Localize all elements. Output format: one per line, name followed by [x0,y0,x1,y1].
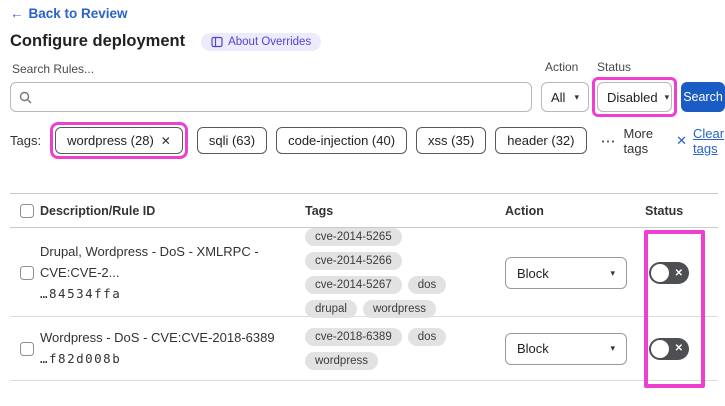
search-rules-input[interactable] [38,89,523,105]
tag-chip: wordpress [362,300,437,318]
more-tags-label: More tags [623,125,654,156]
search-rules-label: Search Rules... [12,62,95,76]
toggle-x-icon: ✕ [674,343,683,354]
status-toggle-off[interactable]: ✕ [649,337,689,360]
tag-chip: cve-2014-5267 [305,276,402,294]
table-row: Drupal, Wordpress - DoS - XMLRPC - CVE:C… [10,228,718,318]
status-toggle-off[interactable]: ✕ [649,262,689,284]
tag-chip: wordpress [305,351,379,370]
search-icon [19,91,32,103]
page-header: Configure deployment About Overrides [10,32,322,51]
clear-tags-button[interactable]: ✕ Clear tags [676,126,724,156]
rule-tags: cve-2014-5265 cve-2014-5266 cve-2014-526… [305,228,505,318]
book-panel-icon [211,36,223,47]
tag-pill-label: header (32) [507,133,575,148]
action-dropdown[interactable]: Block ▾ [505,332,627,365]
status-filter-dropdown[interactable]: Disabled ▾ [597,82,672,112]
chevron-down-icon: ▾ [664,91,670,102]
back-to-review-link[interactable]: ← Back to Review [10,6,128,21]
chevron-down-icon: ▾ [610,267,615,278]
column-header-tags: Tags [305,203,334,218]
tag-pill-header[interactable]: header (32) [495,127,587,154]
tag-pill-wordpress[interactable]: wordpress (28) ✕ [55,127,183,154]
tag-pill-sqli[interactable]: sqli (63) [196,127,268,154]
remove-tag-icon[interactable]: ✕ [160,133,171,148]
column-header-description: Description/Rule ID [40,203,156,218]
tag-pill-label: code-injection (40) [288,133,396,148]
badge-label: About Overrides [228,35,312,48]
table-header-row: Description/Rule ID Tags Action Status [10,193,718,228]
action-value: Block [517,341,549,356]
tags-filter-bar: Tags: wordpress (28) ✕ sqli (63) code-in… [10,122,724,159]
action-filter-label: Action [545,60,579,74]
tag-chip: dos [407,276,447,294]
back-link-label: Back to Review [28,6,128,21]
rule-description: Wordpress - DoS - CVE:CVE-2018-6389 [40,330,275,345]
row-checkbox[interactable] [20,341,34,356]
rule-tags: cve-2018-6389 dos wordpress [305,327,505,370]
table-row: Wordpress - DoS - CVE:CVE-2018-6389 …f82… [10,317,718,381]
clear-tags-label: Clear tags [693,125,725,156]
action-filter-value: All [551,89,566,105]
chevron-down-icon: ▾ [610,343,615,353]
tags-label: Tags: [10,133,42,148]
tag-pill-label: sqli (63) [208,133,256,148]
back-arrow-icon: ← [10,6,24,21]
page-title: Configure deployment [10,32,186,50]
column-header-status: Status [645,203,684,218]
search-input-container [10,82,532,112]
tag-chip: cve-2014-5266 [305,252,402,270]
column-header-action: Action [505,203,544,218]
tag-chip: dos [407,327,447,346]
status-filter-label: Status [597,60,632,74]
row-checkbox[interactable] [20,266,34,280]
more-tags-button[interactable]: ⋯ More tags [601,126,654,156]
tag-pill-label: wordpress (28) [67,133,154,148]
ellipsis-icon: ⋯ [600,132,617,150]
status-filter-value: Disabled [607,89,658,105]
action-filter-dropdown[interactable]: All ▾ [541,82,589,112]
clear-x-icon: ✕ [676,132,688,148]
chevron-down-icon: ▾ [574,91,579,102]
action-value: Block [517,265,549,281]
tag-chip: drupal [305,300,357,318]
selected-tag-highlight: wordpress (28) ✕ [50,122,188,159]
rule-description: Drupal, Wordpress - DoS - XMLRPC - CVE:C… [40,244,259,280]
toggle-knob [651,264,669,282]
toggle-knob [651,339,669,358]
rule-id: …f82d008b [40,351,122,366]
search-button[interactable]: Search [681,82,725,112]
tag-pill-code-injection[interactable]: code-injection (40) [276,127,408,154]
rule-id: …84534ffa [40,286,122,301]
status-filter-highlight: Disabled ▾ [592,77,677,117]
action-dropdown[interactable]: Block ▾ [505,257,627,289]
tag-chip: cve-2014-5265 [305,228,402,246]
toggle-x-icon: ✕ [674,267,683,279]
about-overrides-badge[interactable]: About Overrides [201,32,322,51]
tag-pill-xss[interactable]: xss (35) [416,127,487,154]
select-all-checkbox[interactable] [20,203,34,218]
rules-table: Description/Rule ID Tags Action Status D… [10,193,718,381]
tag-chip: cve-2018-6389 [305,327,402,346]
tag-pill-label: xss (35) [428,133,475,148]
